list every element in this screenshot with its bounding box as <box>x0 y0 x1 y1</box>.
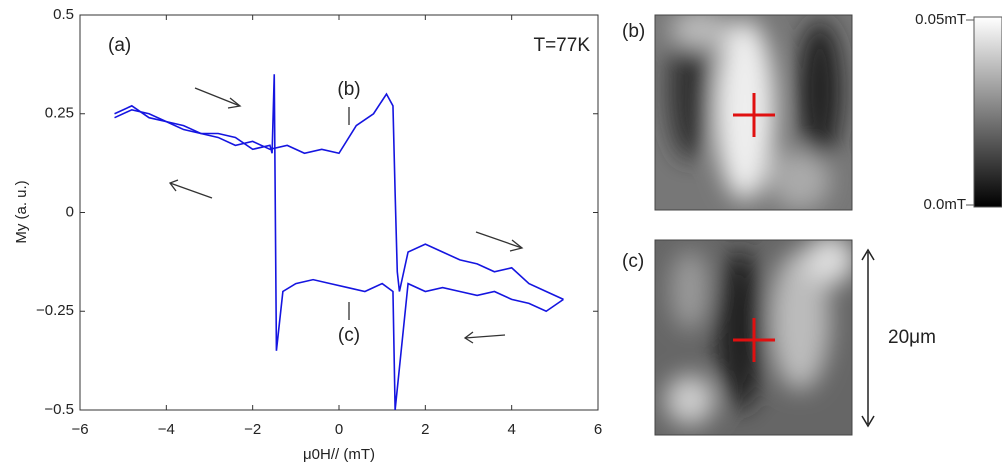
colorbar-max: 0.05mT <box>915 11 966 28</box>
y-axis-label: My (a. u.) <box>13 180 30 243</box>
sweep-arrow <box>168 87 524 344</box>
y-tick-label: −0.25 <box>36 302 74 319</box>
scale-label: 20μm <box>888 327 936 348</box>
data-line <box>114 74 564 410</box>
x-tick-label: −2 <box>244 421 261 438</box>
y-tick-label: −0.5 <box>44 401 74 418</box>
image-c <box>655 240 852 435</box>
x-tick-label: −6 <box>71 421 88 438</box>
annotation: (c) <box>338 325 360 346</box>
x-axis-label: μ0H// (mT) <box>303 446 375 463</box>
panel-label: (b) <box>622 21 645 42</box>
colorbar-min: 0.0mT <box>923 196 966 213</box>
y-tick-label: 0.5 <box>53 6 74 23</box>
x-tick-label: 2 <box>421 421 429 438</box>
image-frame <box>654 14 853 211</box>
annotation: (a) <box>108 35 131 56</box>
image-frame <box>654 239 853 436</box>
x-tick-label: 0 <box>335 421 343 438</box>
x-tick-label: 6 <box>594 421 602 438</box>
colorbar <box>973 16 1002 208</box>
annotation: (b) <box>337 79 360 100</box>
plot-frame <box>79 14 599 411</box>
y-tick-label: 0 <box>66 203 74 220</box>
x-tick-label: 4 <box>507 421 515 438</box>
y-tick-label: 0.25 <box>45 105 74 122</box>
image-b <box>655 15 852 210</box>
scale-bar <box>861 248 875 428</box>
x-tick-label: −4 <box>158 421 175 438</box>
panel-label: (c) <box>622 251 644 272</box>
crosshair <box>733 93 775 362</box>
annotation: T=77K <box>533 35 590 56</box>
plot-area <box>114 74 564 410</box>
